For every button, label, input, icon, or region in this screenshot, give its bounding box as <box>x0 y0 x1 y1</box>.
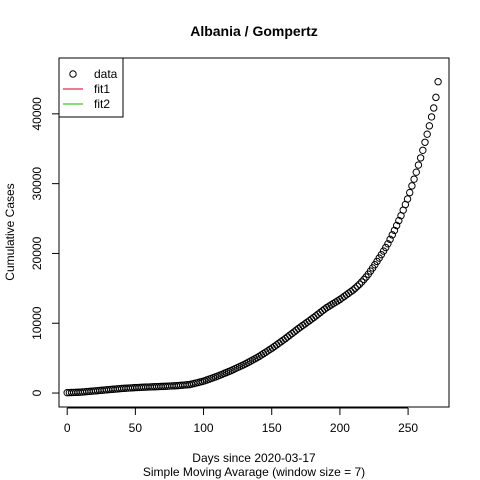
y-axis: 0 10000 20000 30000 40000 <box>30 97 60 396</box>
x-axis-title: Days since 2020-03-17 <box>192 451 316 465</box>
legend-label: data <box>94 67 118 81</box>
x-tick-label: 100 <box>194 421 214 435</box>
data-point <box>305 316 314 325</box>
data-point <box>349 286 357 294</box>
data-point <box>430 104 438 112</box>
y-tick-label: 40000 <box>30 97 44 131</box>
data-point <box>377 250 386 259</box>
data-point <box>344 289 353 297</box>
x-tick-label: 50 <box>129 421 143 435</box>
y-tick-label: 30000 <box>30 167 44 201</box>
data-point <box>421 138 429 146</box>
data-point <box>432 93 440 102</box>
y-axis-title: Cumulative Cases <box>3 183 17 280</box>
data-point <box>299 321 307 330</box>
y-tick-label: 20000 <box>30 236 44 270</box>
data-point <box>303 318 311 326</box>
data-point <box>384 240 392 248</box>
data-point <box>434 78 442 86</box>
legend-label: fit1 <box>94 82 110 96</box>
data-point <box>403 195 412 203</box>
data-point <box>272 341 281 349</box>
chart-title: Albania / Gompertz <box>190 23 318 39</box>
data-point <box>406 188 414 197</box>
data-point <box>414 161 423 169</box>
legend-box <box>58 57 124 118</box>
data-point <box>279 336 287 344</box>
data-point <box>275 339 283 347</box>
data-point <box>390 226 399 235</box>
data-point <box>340 292 348 301</box>
y-tick-label: 0 <box>30 389 44 396</box>
data-point <box>353 282 362 290</box>
data-point <box>410 175 418 183</box>
data-point <box>301 320 309 328</box>
data-point <box>427 113 436 121</box>
legend-symbol-circle <box>69 70 77 78</box>
x-axis-subtitle: Simple Moving Avarage (window size = 7) <box>143 465 365 479</box>
data-point <box>408 182 416 190</box>
data-point <box>392 221 401 230</box>
data-point <box>386 235 394 244</box>
data-point <box>395 216 403 225</box>
x-tick-label: 250 <box>398 421 418 435</box>
data-point <box>412 168 420 176</box>
x-tick-label: 0 <box>64 421 71 435</box>
data-point <box>355 280 364 288</box>
x-tick-label: 150 <box>262 421 282 435</box>
x-tick-label: 200 <box>330 421 350 435</box>
data-point <box>358 278 366 286</box>
y-tick-label: 10000 <box>30 306 44 340</box>
data-point <box>425 122 434 130</box>
data-point <box>347 287 355 296</box>
data-point <box>416 154 425 162</box>
data-point <box>379 247 388 255</box>
data-point <box>388 231 396 239</box>
data-point <box>360 275 368 284</box>
data-point <box>382 243 390 252</box>
legend-label: fit2 <box>94 97 110 111</box>
data-point <box>423 130 431 138</box>
data-point <box>351 284 359 292</box>
data-point <box>342 291 351 299</box>
data-point <box>419 146 427 155</box>
x-axis: 0 50 100 150 200 250 <box>64 407 418 435</box>
plot-area <box>63 78 442 397</box>
data-point <box>277 338 285 346</box>
